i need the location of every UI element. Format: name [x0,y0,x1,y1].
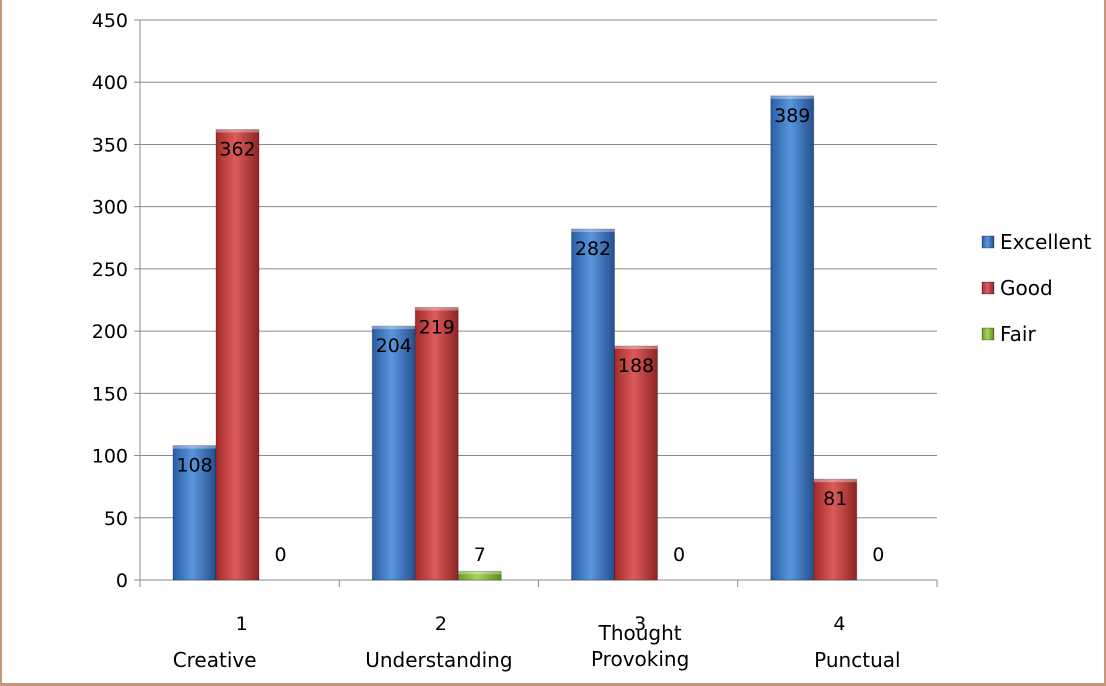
bar-highlight [372,326,416,330]
bar [172,445,217,581]
data-label: 0 [274,544,286,566]
legend-swatch [981,281,995,295]
bar-highlight [415,307,459,311]
data-label: 204 [376,335,412,357]
bar [215,129,260,581]
x-tick-label: Thought Provoking [591,621,689,671]
data-label: 219 [419,316,455,338]
y-tick-label: 0 [116,570,128,592]
bar [614,345,658,581]
y-tick-label: 250 [92,259,128,281]
legend-label: Excellent [1000,230,1092,254]
axes: 0501001502002503003504004501Creative2Und… [92,10,938,672]
x-tick-label: Creative [173,648,257,672]
bars [172,95,858,581]
y-tick-label: 50 [104,508,128,530]
y-tick-label: 150 [92,383,128,405]
y-tick-label: 450 [92,10,128,32]
bar-highlight [770,95,814,99]
bar-highlight [614,346,658,350]
bar-highlight [216,129,259,133]
bar [571,228,615,581]
gridlines [140,19,937,581]
legend-label: Fair [1000,322,1036,346]
bar [414,306,459,581]
data-label: 362 [219,139,255,161]
x-tick-number: 2 [435,613,447,635]
y-tick-label: 100 [92,446,128,468]
x-tick-number: 3 [634,613,646,635]
legend-swatch [981,235,995,249]
data-label: 81 [823,488,847,510]
x-tick-label: Punctual [814,648,900,672]
x-tick-label: Understanding [365,648,512,672]
y-tick-label: 350 [92,134,128,156]
bar-highlight [571,229,615,233]
bar [813,478,858,581]
data-label: 7 [474,544,486,566]
data-label: 0 [673,544,685,566]
legend-label: Good [1000,276,1053,300]
data-label: 0 [872,544,884,566]
bar [770,95,815,581]
y-tick-label: 200 [92,321,128,343]
bar [371,325,416,581]
bar [457,570,502,581]
data-label: 108 [176,455,212,477]
bar-highlight [458,571,502,575]
data-label: 389 [774,105,810,127]
legend-swatch [981,327,995,341]
bar-highlight [813,479,857,483]
y-tick-label: 300 [92,197,128,219]
y-tick-label: 400 [92,72,128,94]
legend: Excellent Good Fair [981,230,1092,346]
bar-highlight [173,445,216,449]
data-label: 282 [575,238,611,260]
x-tick-number: 1 [236,613,248,635]
data-labels: 108 204 282 389 362 219 188 81 0 7 0 0 [176,105,884,566]
x-tick-number: 4 [833,613,845,635]
data-label: 188 [618,355,654,377]
